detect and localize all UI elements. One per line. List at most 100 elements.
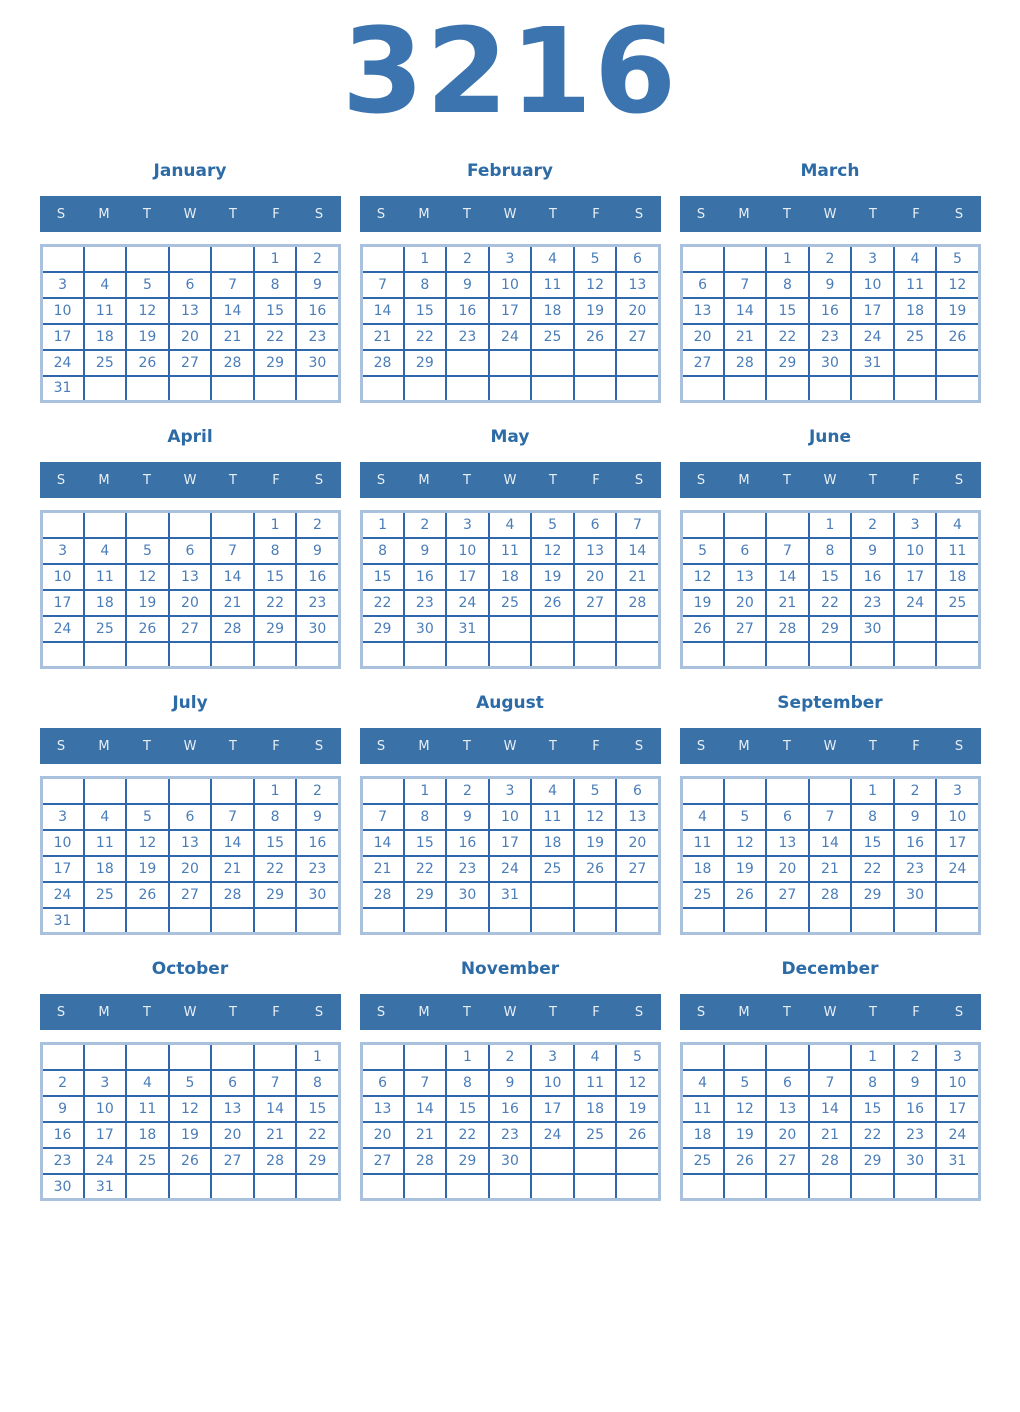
day-cell: 16	[892, 828, 938, 857]
day-cell: 3	[487, 776, 533, 805]
week-row	[680, 906, 980, 935]
day-cell: 7	[252, 1068, 298, 1097]
day-cell: 24	[40, 880, 85, 909]
day-cell	[40, 510, 85, 539]
day-cell: 16	[40, 1120, 85, 1149]
day-cell	[40, 1042, 85, 1071]
month-title: December	[781, 959, 879, 980]
day-cell	[252, 906, 298, 935]
day-cell: 26	[125, 348, 170, 377]
day-cell: 20	[360, 1120, 405, 1149]
day-cell: 19	[572, 296, 618, 325]
day-cell: 1	[445, 1042, 490, 1071]
day-cell: 6	[572, 510, 618, 539]
day-cell: 1	[402, 244, 448, 273]
day-cell: 14	[807, 1094, 853, 1123]
month-title: May	[490, 427, 530, 448]
weekday-label: S	[314, 738, 324, 754]
day-cell: 4	[892, 244, 938, 273]
day-cell: 2	[445, 776, 490, 805]
weekday-label: S	[634, 472, 644, 488]
day-cell: 28	[807, 1146, 853, 1175]
day-cell: 19	[125, 322, 170, 351]
day-cell: 23	[807, 322, 853, 351]
day-cell: 31	[445, 614, 490, 643]
day-cell: 26	[722, 1146, 768, 1175]
week-row: 27 28 29 30	[360, 1146, 660, 1175]
day-cell	[680, 776, 725, 805]
day-cell	[530, 1146, 575, 1175]
month-april: April S M T W T F S 1 2 3 4 5 6 7 8 9 10 11 12 13 14 15 16 17 18 1…	[39, 426, 341, 670]
day-cell: 14	[210, 296, 255, 325]
weekday-label: S	[696, 206, 706, 222]
day-cell: 13	[765, 828, 810, 857]
day-cell: 5	[615, 1042, 660, 1071]
day-cell: 30	[892, 1146, 938, 1175]
weekday-label: T	[549, 206, 557, 222]
month-january: January S M T W T F S 1 2 3 4 5 6 7 8 9 10 11 12 13 14 15 16 17 1…	[39, 160, 341, 404]
day-cell	[850, 1172, 895, 1201]
day-cell: 9	[892, 1068, 938, 1097]
day-cell	[210, 640, 255, 669]
month-table: 1 2 3 4 5 6 7 8 9 10 11 12 13 14 15 16 17 18 19 20 21 22 23 24 2…	[39, 776, 341, 936]
day-cell	[167, 244, 213, 273]
day-cell: 13	[615, 270, 660, 299]
week-row: 18 19 20 21 22 23 24	[680, 1120, 980, 1149]
day-cell: 5	[935, 244, 980, 273]
day-cell	[892, 640, 938, 669]
week-row: 6 7 8 9 10 11 12	[360, 1068, 660, 1097]
week-row: 10 11 12 13 14 15 16	[40, 562, 340, 591]
weekday-label: F	[272, 1004, 280, 1020]
day-cell: 21	[807, 1120, 853, 1149]
weekday-label: T	[783, 738, 791, 754]
day-cell	[487, 1172, 533, 1201]
day-cell: 14	[807, 828, 853, 857]
day-cell	[295, 640, 340, 669]
weekday-label: F	[912, 206, 920, 222]
day-cell: 22	[807, 588, 853, 617]
day-cell: 9	[295, 802, 340, 831]
day-cell	[210, 1172, 255, 1201]
day-cell	[615, 906, 660, 935]
day-cell	[935, 880, 980, 909]
day-cell: 17	[445, 562, 490, 591]
day-cell	[487, 640, 533, 669]
day-cell	[402, 906, 448, 935]
week-row: 4 5 6 7 8 9 10	[680, 1068, 980, 1097]
day-cell: 21	[722, 322, 768, 351]
day-cell: 25	[125, 1146, 170, 1175]
day-cell	[680, 510, 725, 539]
day-cell	[572, 1146, 618, 1175]
day-cell	[252, 1042, 298, 1071]
day-cell: 24	[530, 1120, 575, 1149]
day-cell	[167, 640, 213, 669]
day-cell	[445, 640, 490, 669]
day-cell: 15	[850, 1094, 895, 1123]
week-row: 24 25 26 27 28 29 30	[40, 348, 340, 377]
day-cell: 19	[615, 1094, 660, 1123]
day-cell: 20	[615, 828, 660, 857]
day-cell: 10	[445, 536, 490, 565]
day-cell: 4	[680, 802, 725, 831]
day-cell: 10	[487, 270, 533, 299]
day-cell: 3	[82, 1068, 128, 1097]
day-cell: 26	[680, 614, 725, 643]
month-table: 1 2 3 4 5 6 7 8 9 10 11 12 13 14 15 16 17 18 19 20 21 22 23 24 2…	[679, 244, 981, 404]
week-row: 10 11 12 13 14 15 16	[40, 296, 340, 325]
day-cell	[572, 880, 618, 909]
weekday-label: T	[783, 1004, 791, 1020]
weekday-label: T	[463, 1004, 471, 1020]
day-cell: 16	[402, 562, 448, 591]
day-cell: 10	[40, 296, 85, 325]
day-cell: 9	[445, 270, 490, 299]
day-cell	[445, 1172, 490, 1201]
day-cell: 30	[892, 880, 938, 909]
day-cell: 23	[892, 1120, 938, 1149]
day-cell: 4	[125, 1068, 170, 1097]
day-cell: 24	[445, 588, 490, 617]
day-cell	[765, 776, 810, 805]
day-cell: 22	[252, 854, 298, 883]
